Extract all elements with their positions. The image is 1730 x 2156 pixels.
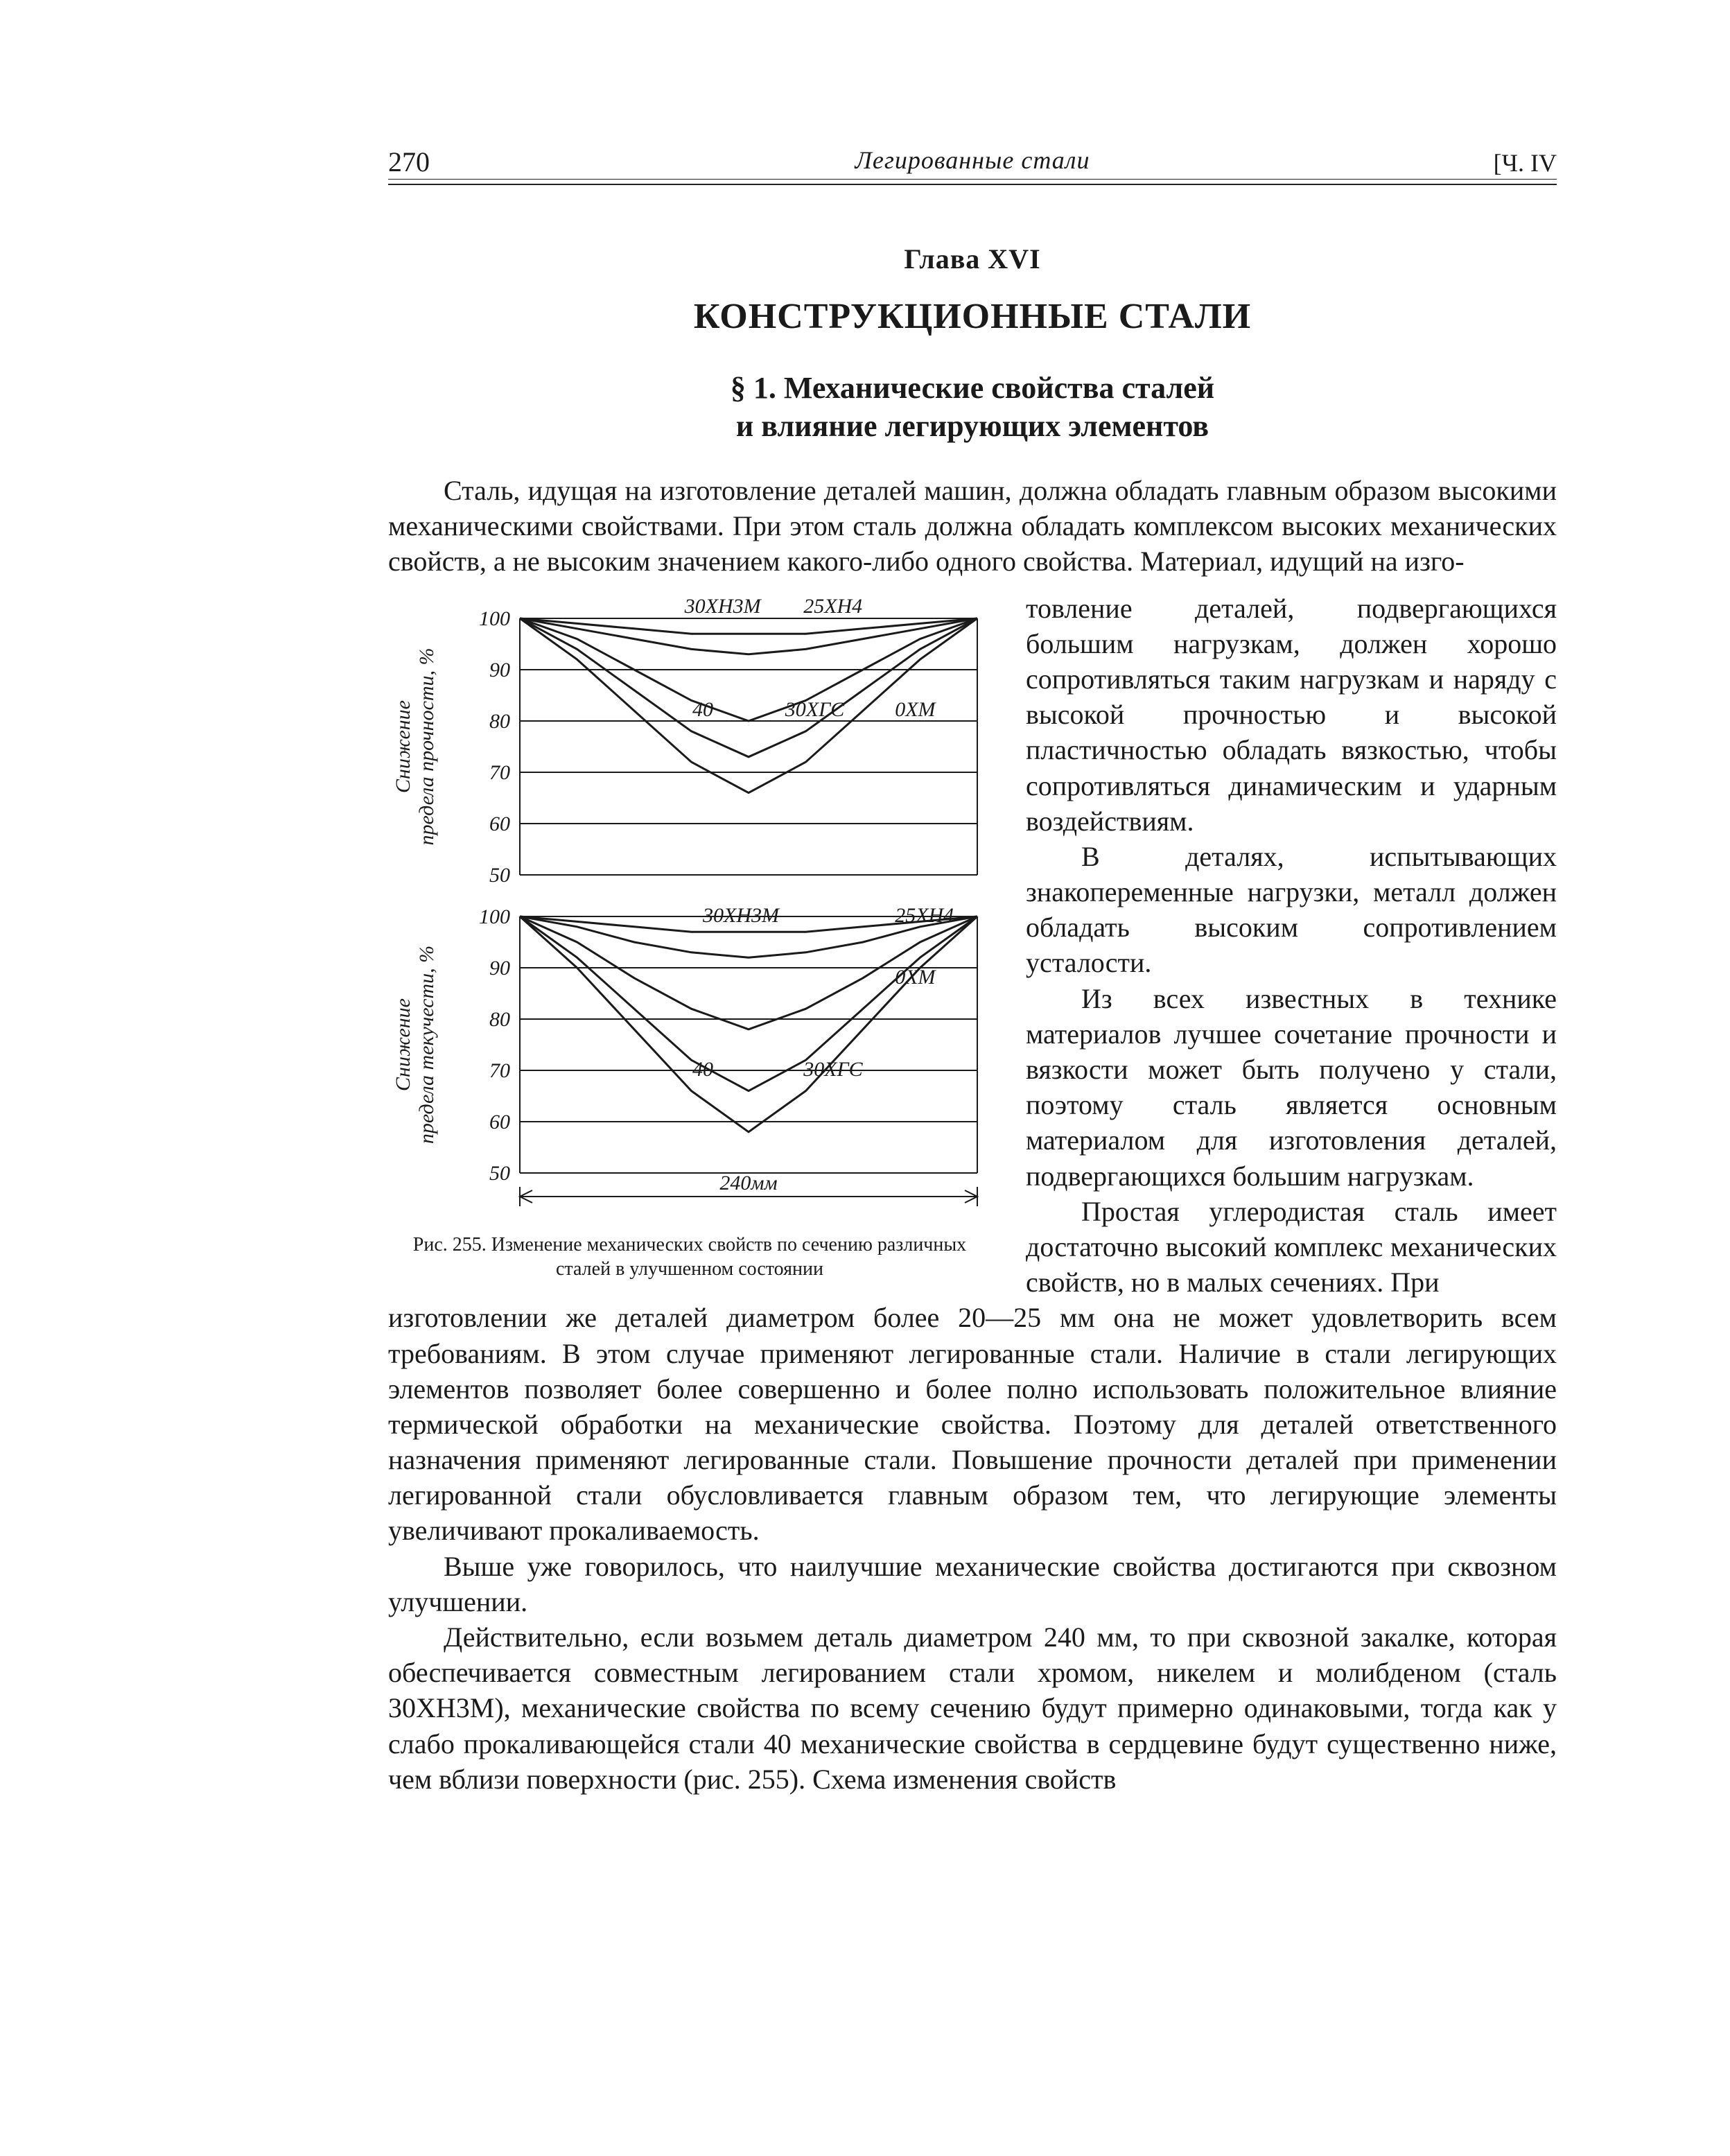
svg-text:Снижение: Снижение (392, 700, 414, 793)
figure-svg: 50 60 70 80 90 100 30ХН3М 25ХН4 40 30ХГС 0ХМ Снижен… (388, 598, 991, 1222)
svg-text:90: 90 (489, 659, 510, 681)
svg-text:80: 80 (489, 710, 510, 733)
svg-text:25ХН4: 25ХН4 (895, 904, 954, 927)
svg-text:предела прочности, %: предела прочности, % (415, 647, 438, 845)
svg-text:50: 50 (489, 864, 510, 887)
svg-text:30ХГС: 30ХГС (785, 698, 845, 721)
svg-text:30ХН3М: 30ХН3М (684, 598, 762, 618)
section-title-line1: § 1. Механические свойства сталей (388, 369, 1557, 407)
svg-text:60: 60 (489, 1111, 510, 1133)
svg-text:Снижение: Снижение (392, 998, 414, 1091)
svg-text:предела текучести, %: предела текучести, % (415, 945, 438, 1143)
svg-text:40: 40 (692, 698, 713, 721)
body-text: Сталь, идущая на изготовление деталей ма… (388, 473, 1557, 1797)
header-rule (388, 179, 1557, 180)
svg-text:25ХН4: 25ХН4 (803, 598, 862, 618)
para-4: Выше уже говорилось, что наилучшие механ… (388, 1549, 1557, 1619)
svg-text:30ХГС: 30ХГС (803, 1058, 863, 1081)
para-1: Сталь, идущая на изготовление деталей ма… (388, 473, 1557, 580)
svg-text:70: 70 (489, 761, 510, 784)
section-title-line2: и влияние легирующих элементов (388, 407, 1557, 445)
svg-text:0ХМ: 0ХМ (895, 965, 936, 988)
svg-text:100: 100 (479, 905, 510, 928)
svg-text:70: 70 (489, 1059, 510, 1082)
svg-text:50: 50 (489, 1162, 510, 1185)
figure-caption: Рис. 255. Изменение механических свойств… (388, 1233, 991, 1281)
svg-text:80: 80 (489, 1008, 510, 1031)
running-title: Легированные стали (388, 146, 1557, 175)
svg-text:40: 40 (692, 1058, 713, 1081)
figure-255: 50 60 70 80 90 100 30ХН3М 25ХН4 40 30ХГС 0ХМ Снижен… (388, 598, 991, 1281)
content: Глава XVI КОНСТРУКЦИОННЫЕ СТАЛИ § 1. Мех… (388, 222, 1557, 1797)
para-5: Действительно, если возьмем деталь диаме… (388, 1619, 1557, 1797)
svg-text:240мм: 240мм (719, 1172, 777, 1194)
para-3: изготовлении же деталей диаметром более … (388, 1300, 1557, 1548)
svg-text:60: 60 (489, 812, 510, 835)
page: 270 Легированные стали [Ч. IV Глава XVI … (0, 0, 1730, 2156)
svg-text:30ХН3М: 30ХН3М (702, 904, 780, 927)
chapter-title: КОНСТРУКЦИОННЫЕ СТАЛИ (388, 296, 1557, 337)
svg-text:90: 90 (489, 957, 510, 980)
section-title: § 1. Механические свойства сталей и влия… (388, 369, 1557, 445)
float-wrap: 50 60 70 80 90 100 30ХН3М 25ХН4 40 30ХГС 0ХМ Снижен… (388, 591, 1557, 1301)
svg-text:0ХМ: 0ХМ (895, 698, 936, 721)
svg-text:100: 100 (479, 607, 510, 630)
chapter-label: Глава XVI (388, 243, 1557, 275)
